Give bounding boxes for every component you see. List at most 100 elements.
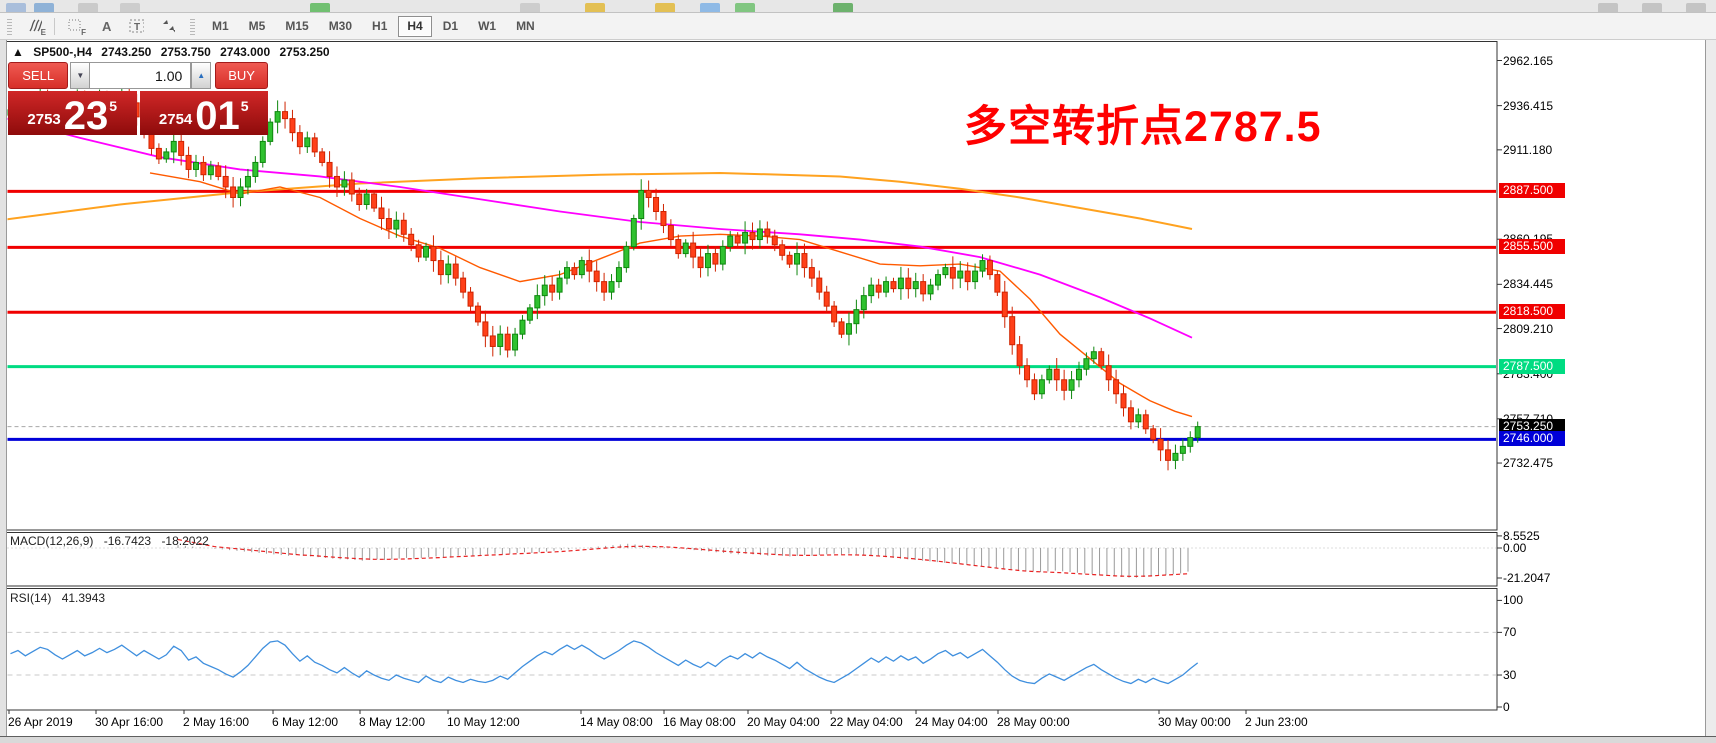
- rsi-tick-label: 100: [1503, 593, 1524, 608]
- main-chart-layer: [7, 117, 1496, 441]
- timeframe-button-m15[interactable]: M15: [276, 16, 317, 37]
- collapse-arrow-icon[interactable]: ▲: [12, 45, 24, 59]
- rsi-panel: [6, 588, 1498, 711]
- price-tick-label: 2911.180: [1503, 142, 1553, 157]
- toolbar-icon-partial[interactable]: [1598, 3, 1618, 12]
- sell-price-sup: 5: [109, 98, 118, 114]
- volume-input[interactable]: [90, 62, 192, 89]
- ohlc-close: 2753.250: [279, 45, 330, 59]
- ohlc-low: 2743.000: [220, 45, 271, 59]
- macd-tick-label: 0.00: [1503, 541, 1527, 555]
- sell-price-big: 23: [63, 94, 109, 139]
- timeframe-button-m30[interactable]: M30: [320, 16, 361, 37]
- price-tick-label: 2834.445: [1503, 277, 1554, 292]
- time-axis-label: 8 May 12:00: [359, 715, 426, 729]
- timeframe-button-h1[interactable]: H1: [363, 16, 396, 37]
- price-tick-label: 2962.165: [1503, 53, 1554, 68]
- timeframe-button-m5[interactable]: M5: [240, 16, 275, 37]
- macd-panel: [6, 532, 1498, 587]
- toolbar-top-partial: [0, 0, 1716, 13]
- time-axis-label: 2 Jun 23:00: [1245, 715, 1308, 729]
- timeframe-button-w1[interactable]: W1: [469, 16, 505, 37]
- time-axis-label: 2 May 16:00: [183, 715, 250, 729]
- svg-text:T: T: [134, 22, 140, 33]
- toolbar-icon-partial[interactable]: [735, 3, 755, 12]
- toolbar-grip[interactable]: [190, 17, 195, 35]
- sell-price-tile[interactable]: 2753 23 5: [8, 91, 137, 139]
- time-axis-label: 24 May 04:00: [915, 715, 988, 729]
- time-axis-label: 6 May 12:00: [272, 715, 339, 729]
- toolbar-icon-partial[interactable]: [310, 3, 330, 12]
- price-level-chip: 2753.250: [1499, 418, 1565, 434]
- time-axis-label: 22 May 04:00: [830, 715, 903, 729]
- candles-layer: [7, 81, 1201, 471]
- macd-value-signal: -18.2022: [161, 534, 209, 548]
- toolbar-icon-partial[interactable]: [6, 3, 26, 12]
- toolbar-grip[interactable]: [7, 17, 12, 35]
- ohlc-open: 2743.250: [101, 45, 152, 59]
- window-bottom-edge: [0, 736, 1716, 743]
- time-axis-label: 20 May 04:00: [747, 715, 820, 729]
- timeframe-button-mn[interactable]: MN: [507, 16, 544, 37]
- text-icon[interactable]: A: [92, 16, 119, 37]
- rsi-tick-label: 30: [1503, 668, 1517, 683]
- buy-price-small: 2754: [158, 111, 193, 128]
- sell-button[interactable]: SELL: [8, 62, 69, 89]
- time-axis-label: 30 Apr 16:00: [95, 715, 164, 729]
- macd-value-main: -16.7423: [103, 534, 152, 548]
- time-axis-label: 10 May 12:00: [447, 715, 520, 729]
- macd-label: MACD(12,26,9) -16.7423 -18.2022: [10, 534, 216, 548]
- volume-decrease-button[interactable]: ▼: [70, 62, 91, 89]
- time-axis-label: 28 May 00:00: [997, 715, 1070, 729]
- macd-tick-label: -21.2047: [1503, 570, 1551, 585]
- time-axis-label: 14 May 08:00: [580, 715, 653, 729]
- rsi-tick-label: 0: [1503, 700, 1510, 714]
- symbol-ohlc-bar: ▲ SP500-,H4 2743.250 2753.750 2743.000 2…: [12, 45, 336, 59]
- toolbar-icon-partial[interactable]: [700, 3, 720, 12]
- price-tick-label: 2809.210: [1503, 321, 1554, 336]
- time-axis-label: 26 Apr 2019: [8, 715, 73, 729]
- toolbar-icon-partial[interactable]: [1642, 3, 1662, 12]
- toolbar-icon-partial[interactable]: [120, 3, 140, 12]
- volume-increase-button[interactable]: ▲: [191, 62, 212, 89]
- toolbar-icon-partial[interactable]: [655, 3, 675, 12]
- trade-widget: SELL ▼ ▲ BUY 2753 23 5 2754 01 5: [8, 62, 268, 136]
- timeframe-button-d1[interactable]: D1: [434, 16, 467, 37]
- time-axis-label: 16 May 08:00: [663, 715, 736, 729]
- rsi-label: RSI(14) 41.3943: [10, 591, 112, 605]
- toolbar-icon-partial[interactable]: [78, 3, 98, 12]
- rsi-value: 41.3943: [61, 591, 106, 605]
- text-label-icon[interactable]: T: [123, 16, 150, 37]
- arrow-tools-icon[interactable]: [154, 16, 181, 37]
- time-axis-label: 30 May 00:00: [1158, 715, 1231, 729]
- panel-divider[interactable]: [6, 585, 1497, 588]
- chart-annotation: 多空转折点2787.5: [964, 103, 1322, 151]
- price-level-chip: 2887.500: [1499, 183, 1565, 199]
- timeframe-button-h4[interactable]: H4: [398, 15, 432, 37]
- timeframe-button-m1[interactable]: M1: [203, 16, 238, 37]
- buy-button[interactable]: BUY: [215, 62, 268, 89]
- toolbar-icon-partial[interactable]: [1686, 3, 1706, 12]
- fibonacci-grid-icon[interactable]: F: [61, 16, 88, 37]
- toolbar-icon-partial[interactable]: [833, 3, 853, 12]
- toolbar-icon-partial[interactable]: [520, 3, 540, 12]
- draw-style-icon[interactable]: E: [21, 16, 48, 37]
- buy-price-tile[interactable]: 2754 01 5: [139, 91, 268, 136]
- panel-divider[interactable]: [6, 529, 1497, 532]
- macd-tick-label: 8.5525: [1503, 528, 1540, 543]
- price-tick-label: 2732.475: [1503, 456, 1554, 471]
- toolbar-icon-partial[interactable]: [585, 3, 605, 12]
- svg-text:A: A: [102, 19, 112, 34]
- rsi-name: RSI(14): [10, 591, 52, 605]
- toolbar-icon-partial[interactable]: [34, 3, 54, 12]
- macd-name: MACD(12,26,9): [10, 534, 94, 548]
- price-level-chip: 2746.000: [1499, 431, 1565, 447]
- window-left-edge: [0, 39, 7, 736]
- rsi-tick-label: 70: [1503, 625, 1517, 640]
- symbol-title: SP500-,H4: [33, 45, 92, 59]
- price-tick-label: 2936.415: [1503, 98, 1554, 113]
- buy-price-sup: 5: [240, 98, 249, 114]
